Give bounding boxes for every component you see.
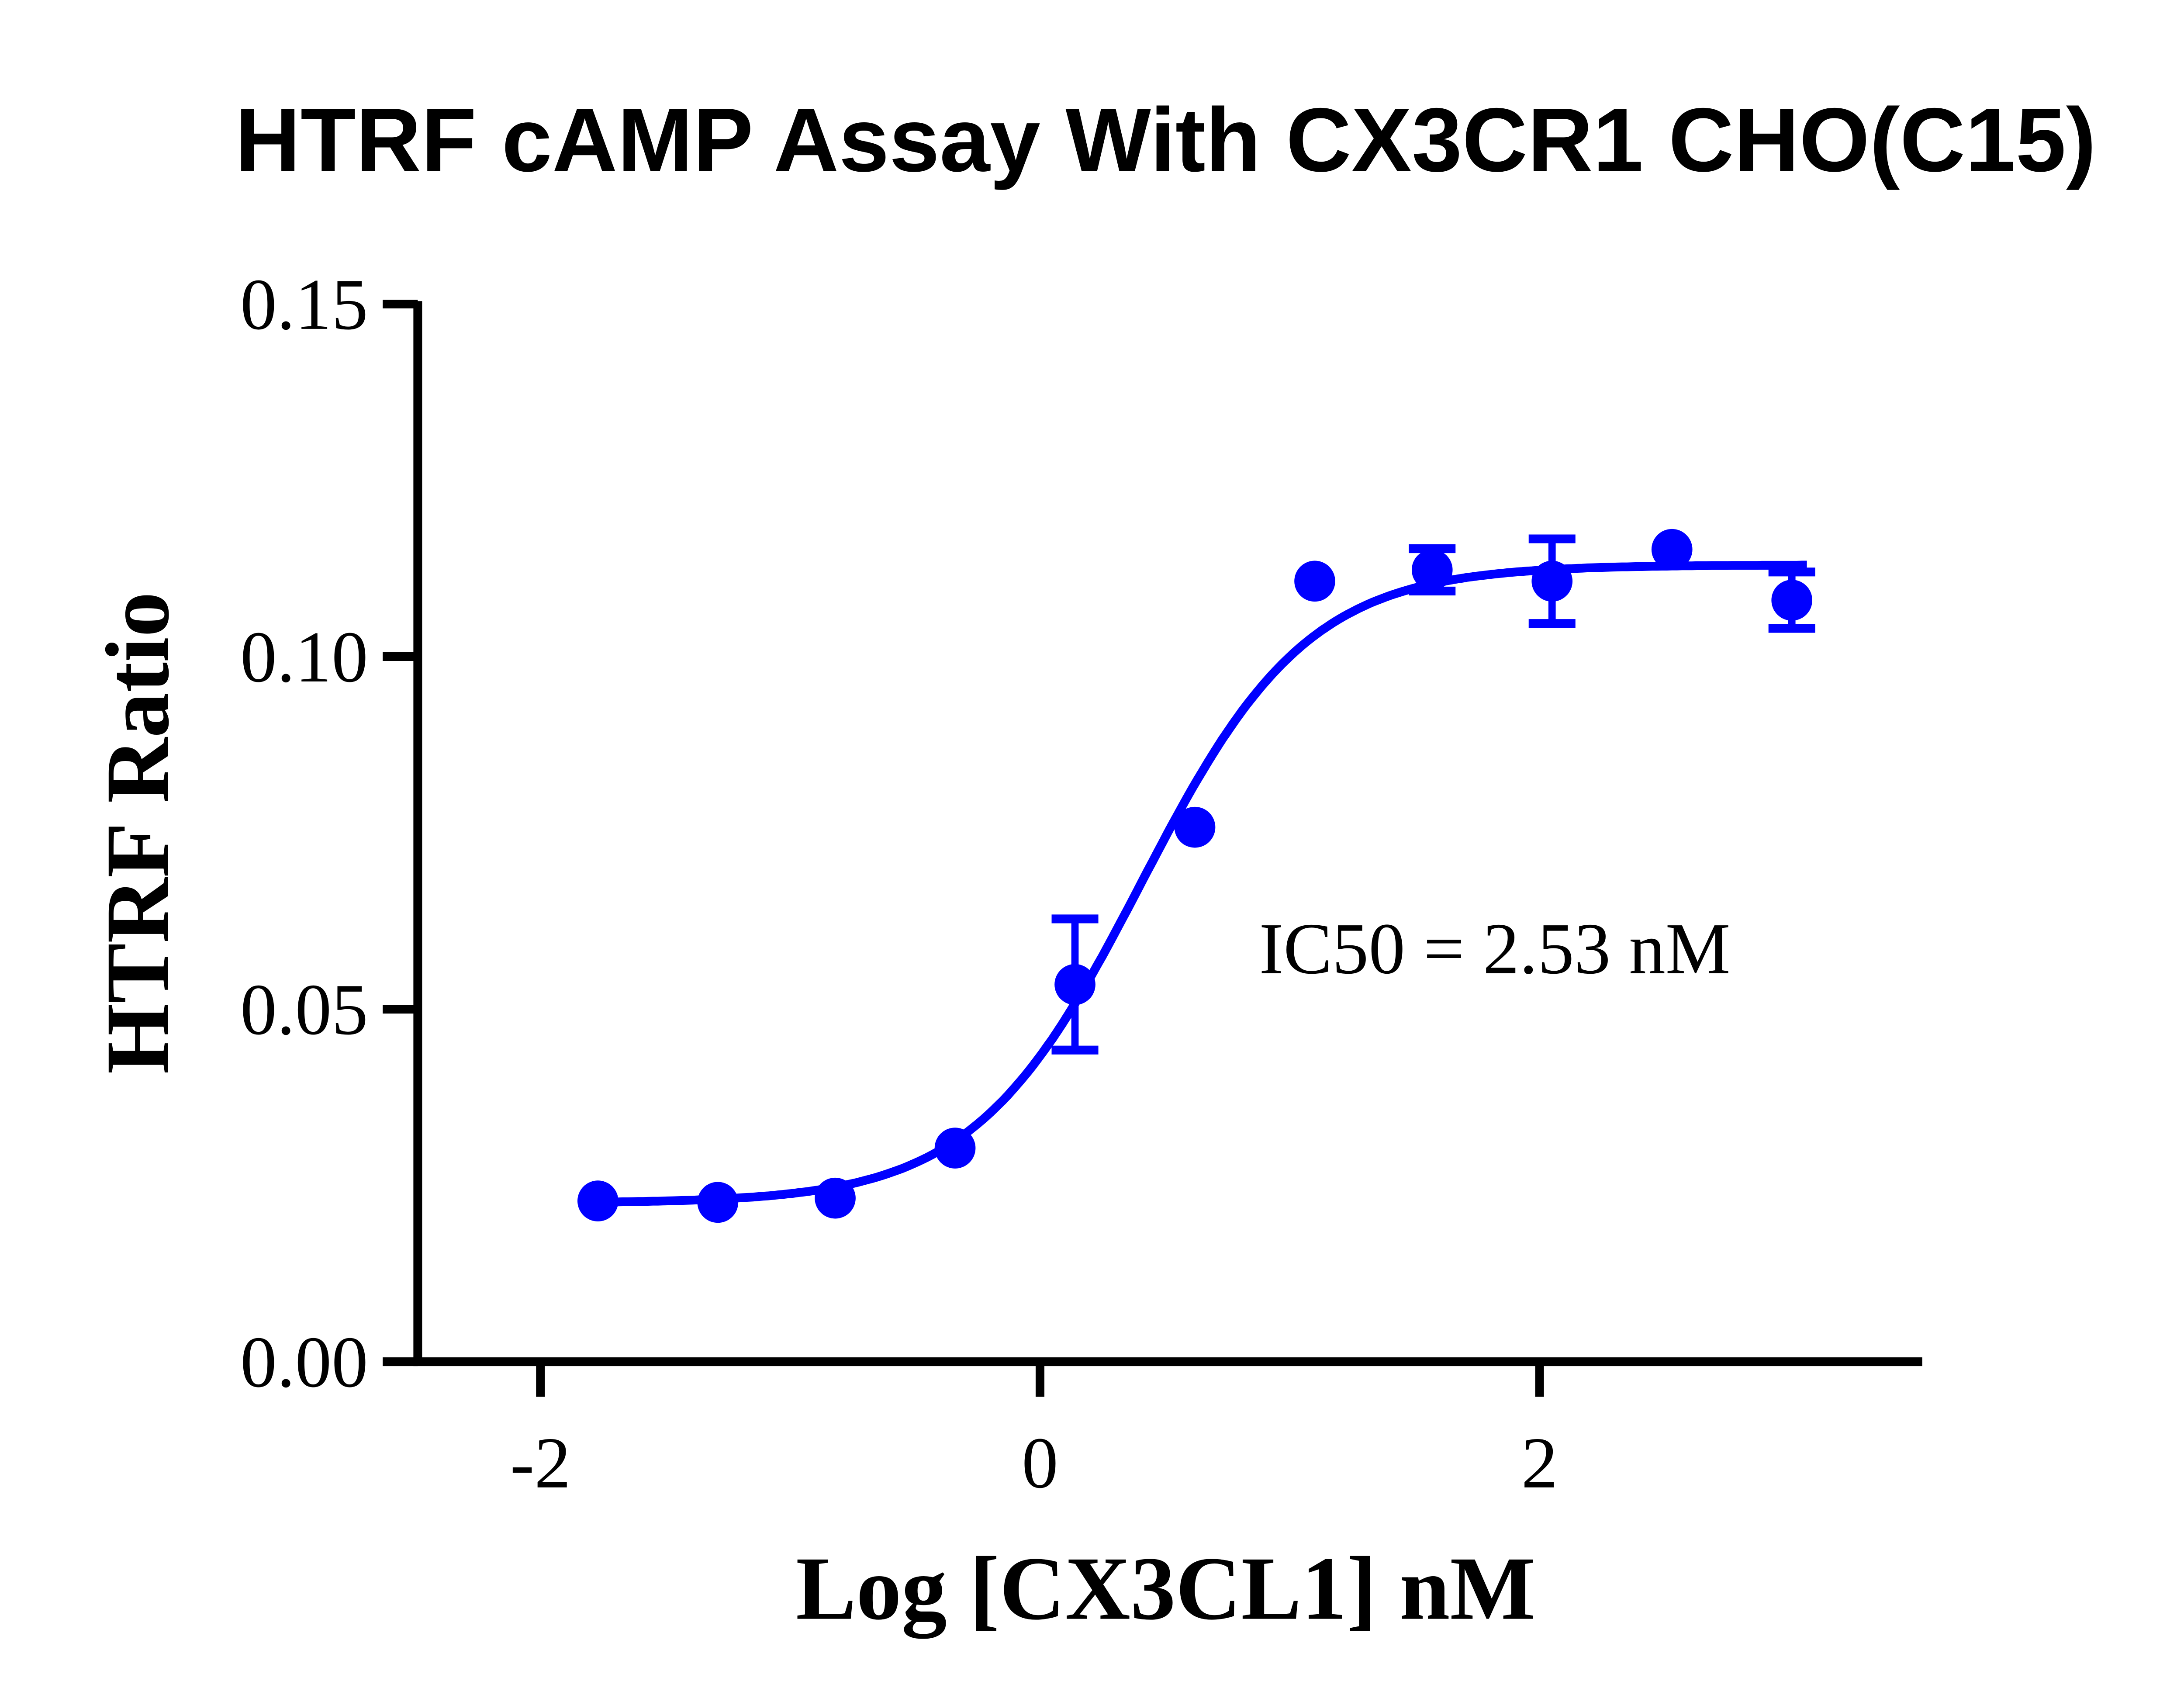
- y-tick-label: 0.00: [240, 1322, 368, 1403]
- ic50-annotation: IC50 = 2.53 nM: [1259, 909, 1731, 989]
- data-point: [1411, 549, 1453, 591]
- data-point: [1531, 560, 1573, 602]
- data-point: [1771, 580, 1813, 621]
- data-point: [815, 1177, 856, 1219]
- x-axis-label: Log [CX3CL1] nM: [796, 1538, 1535, 1639]
- fit-curve: [598, 560, 1807, 1207]
- data-point: [1174, 806, 1216, 848]
- x-tick-label: 2: [1521, 1423, 1558, 1504]
- chart-title: HTRF cAMP Assay With CX3CR1 CHO(C15): [235, 89, 2096, 190]
- data-point: [934, 1128, 976, 1169]
- y-tick-label: 0.05: [240, 969, 368, 1050]
- data-point: [577, 1180, 619, 1221]
- y-tick-label: 0.10: [240, 617, 368, 698]
- x-tick-label: 0: [1022, 1423, 1058, 1504]
- x-tick-label: -2: [510, 1423, 571, 1504]
- data-marks: [577, 529, 1815, 1223]
- axes: 0.00 0.05 0.10 0.15 -2 0 2: [240, 264, 1922, 1504]
- data-point: [1294, 560, 1335, 602]
- data-point: [1651, 529, 1693, 570]
- data-point: [697, 1182, 739, 1223]
- data-point: [1054, 964, 1095, 1005]
- y-axis-label: HTRF Ratio: [87, 592, 188, 1074]
- y-tick-label: 0.15: [240, 264, 368, 345]
